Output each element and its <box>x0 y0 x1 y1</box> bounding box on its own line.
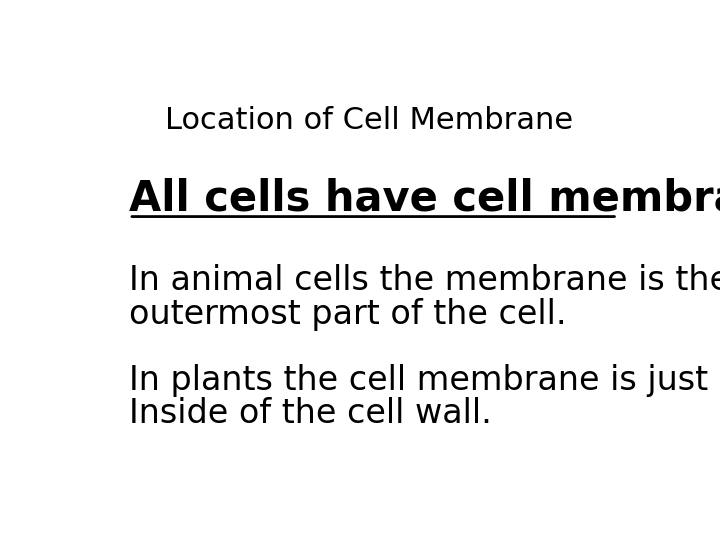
Text: Location of Cell Membrane: Location of Cell Membrane <box>165 106 573 136</box>
Text: In plants the cell membrane is just: In plants the cell membrane is just <box>129 364 708 397</box>
Text: outermost part of the cell.: outermost part of the cell. <box>129 298 567 330</box>
Text: All cells have cell membranes.: All cells have cell membranes. <box>129 177 720 219</box>
Text: Inside of the cell wall.: Inside of the cell wall. <box>129 397 492 430</box>
Text: In animal cells the membrane is the: In animal cells the membrane is the <box>129 265 720 298</box>
